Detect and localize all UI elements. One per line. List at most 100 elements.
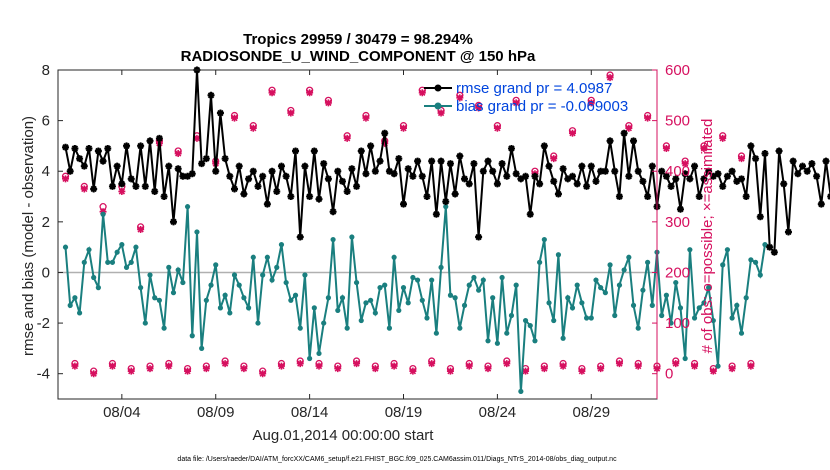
bias-point: [382, 282, 388, 288]
rmse-point: [137, 142, 145, 150]
bias-point: [161, 325, 167, 331]
bias-point: [410, 274, 416, 281]
rmse-point: [799, 162, 807, 170]
bias-point: [748, 257, 754, 263]
rmse-point: [409, 172, 417, 180]
rmse-point: [583, 182, 591, 190]
rmse-point: [254, 182, 262, 190]
rmse-point: [747, 142, 755, 150]
obs-assimilated-point: [146, 365, 154, 373]
obs-assimilated-point: [446, 367, 454, 375]
bias-point: [386, 325, 393, 331]
obs-assimilated-point: [747, 362, 755, 370]
rmse-point: [184, 172, 192, 180]
rmse-point: [320, 160, 328, 168]
bias-point: [264, 254, 270, 260]
rmse-point: [235, 162, 243, 170]
rmse-point: [240, 190, 248, 198]
rmse-point: [559, 165, 567, 173]
rmse-point: [686, 175, 694, 183]
y-axis-left-label: rmse and bias (model - observation): [20, 116, 37, 356]
obs-assimilated-point: [550, 155, 558, 163]
rmse-point: [390, 170, 398, 178]
rmse-point: [587, 162, 595, 170]
bias-point: [241, 295, 247, 301]
bias-point: [560, 335, 566, 341]
obs-assimilated-point: [127, 367, 135, 375]
obs-assimilated-point: [315, 362, 323, 370]
obs-assimilated-point: [719, 134, 727, 142]
x-tick-label: 08/04: [103, 404, 141, 421]
bias-point: [588, 315, 594, 321]
bias-point: [480, 277, 486, 283]
rmse-point: [287, 193, 295, 201]
bias-point: [123, 264, 130, 270]
rmse-point: [728, 167, 736, 175]
y-left-tick-label: 8: [42, 62, 50, 79]
bias-point: [626, 254, 632, 260]
rmse-point: [169, 218, 177, 226]
bias-point: [114, 249, 120, 255]
bias-point: [170, 290, 177, 296]
bias-point: [513, 282, 519, 288]
rmse-point: [681, 170, 689, 178]
bias-point: [335, 307, 341, 314]
legend-bias-label: bias grand pr = -0.069003: [456, 98, 628, 115]
bias-point: [715, 363, 721, 369]
rmse-point: [306, 193, 314, 201]
bias-point: [405, 300, 411, 306]
rmse-point: [756, 213, 764, 221]
rmse-point: [437, 157, 445, 165]
bias-point: [443, 204, 449, 210]
obs-assimilated-point: [615, 360, 623, 368]
rmse-point: [423, 193, 431, 201]
rmse-point: [80, 162, 88, 170]
y-left-tick-label: -4: [37, 366, 50, 383]
bias-point: [537, 259, 543, 265]
obs-assimilated-point: [691, 362, 699, 370]
obs-assimilated-point: [184, 367, 192, 375]
bias-point: [457, 325, 463, 331]
bias-point: [330, 236, 336, 243]
rmse-point: [259, 172, 267, 180]
rmse-point: [381, 129, 389, 137]
bias-point: [555, 252, 562, 258]
rmse-point: [709, 172, 717, 180]
obs-assimilated-point: [578, 367, 586, 375]
bias-point: [452, 295, 458, 301]
rmse-point: [691, 162, 699, 170]
obs-assimilated-point: [240, 365, 248, 373]
bias-point: [640, 287, 646, 293]
obs-assimilated-point: [540, 365, 548, 373]
bias-point: [433, 330, 439, 336]
bias-point: [67, 302, 73, 308]
bias-point: [260, 272, 266, 278]
rmse-point: [564, 175, 572, 183]
bias-point: [175, 267, 181, 273]
rmse-point: [226, 172, 234, 180]
bias-point: [86, 247, 92, 253]
rmse-point: [597, 167, 605, 175]
obs-assimilated-point: [437, 109, 445, 117]
bias-point: [311, 305, 317, 311]
rmse-point: [489, 167, 497, 175]
obs-assimilated-point: [353, 360, 361, 368]
bias-point: [184, 204, 191, 210]
rmse-point: [517, 175, 525, 183]
y-left-tick-label: 0: [42, 264, 50, 281]
bias-point: [269, 277, 275, 283]
bias-point: [696, 305, 702, 311]
bias-point: [518, 388, 524, 395]
obs-assimilated-point: [625, 124, 633, 132]
rmse-point: [231, 185, 239, 193]
rmse-point: [766, 243, 774, 251]
bias-point: [447, 292, 454, 298]
obs-assimilated-point: [606, 74, 614, 82]
y-right-tick-label: 600: [665, 62, 690, 79]
rmse-point: [461, 175, 469, 183]
rmse-point: [400, 200, 408, 208]
obs-assimilated-point: [597, 365, 605, 373]
rmse-point: [249, 167, 257, 175]
obs-assimilated-point: [428, 360, 436, 368]
